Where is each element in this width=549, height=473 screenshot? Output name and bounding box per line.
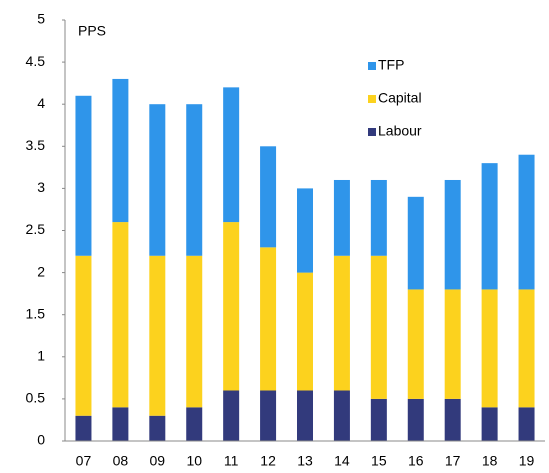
x-tick-label: 08	[113, 453, 129, 469]
bar-segment	[112, 78, 129, 223]
y-tick-label: 0	[37, 432, 45, 448]
bar-segment	[260, 146, 277, 248]
bar-segment	[518, 289, 535, 408]
x-tick-label: 13	[297, 453, 313, 469]
x-tick-label: 09	[150, 453, 166, 469]
x-tick-label: 14	[334, 453, 350, 469]
y-tick-label: 2	[37, 263, 45, 279]
y-tick-label: 1.5	[26, 305, 46, 321]
bar-segment	[481, 289, 498, 408]
bar-segment	[75, 95, 92, 256]
bar-segment	[260, 390, 277, 441]
y-tick-label: 3.5	[26, 137, 46, 153]
bar-segment	[518, 154, 535, 290]
legend-label: Labour	[378, 123, 422, 139]
y-tick-label: 5	[37, 11, 45, 27]
bar-segment	[260, 247, 277, 391]
bar-segment	[75, 415, 92, 441]
bar-segment	[223, 390, 240, 441]
bar-segment	[444, 179, 461, 290]
bar-segment	[149, 415, 166, 441]
y-tick-label: 4.5	[26, 53, 46, 69]
x-tick-label: 17	[445, 453, 461, 469]
bar-segment	[75, 255, 92, 416]
bar-segment	[112, 222, 129, 408]
bar-segment	[407, 196, 424, 290]
x-tick-label: 10	[186, 453, 202, 469]
bar-segment	[186, 104, 203, 256]
bar-segment	[444, 398, 461, 441]
bar-segment	[481, 407, 498, 441]
bar-segment	[333, 179, 350, 256]
x-tick-label: 11	[224, 453, 239, 469]
bar-segment	[297, 188, 313, 273]
bar-segment	[149, 104, 166, 256]
legend-swatch	[368, 62, 376, 70]
bar-segment	[297, 390, 313, 441]
y-tick-label: 4	[37, 95, 45, 111]
bar-segment	[481, 163, 498, 290]
bar-segment	[407, 289, 424, 399]
legend-label: TFP	[378, 57, 404, 73]
bar-segment	[333, 390, 350, 441]
x-tick-label: 12	[260, 453, 276, 469]
bar-segment	[518, 407, 535, 441]
bar-segment	[223, 222, 240, 391]
bar-segment	[370, 255, 387, 399]
bar-segment	[112, 407, 129, 441]
x-tick-label: 18	[482, 453, 498, 469]
x-tick-label: 19	[519, 453, 535, 469]
bar-segment	[444, 289, 461, 399]
bar-segment	[186, 407, 203, 441]
y-tick-label: 2.5	[26, 221, 46, 237]
y-tick-label: 3	[37, 179, 45, 195]
y-tick-label: 1	[37, 348, 45, 364]
bar-segment	[223, 87, 240, 223]
bar-segment	[149, 255, 166, 416]
bar-segment	[407, 398, 424, 441]
y-tick-label: 0.5	[26, 390, 46, 406]
x-tick-label: 16	[408, 453, 424, 469]
bar-segment	[370, 179, 387, 256]
bar-segment	[297, 272, 313, 391]
legend-label: Capital	[378, 90, 422, 106]
legend-swatch	[368, 128, 376, 136]
bar-segment	[370, 398, 387, 441]
bar-segment	[186, 255, 203, 408]
legend-swatch	[368, 95, 376, 103]
x-tick-label: 15	[371, 453, 387, 469]
y-axis-label: PPS	[78, 23, 106, 39]
x-tick-label: 07	[76, 453, 92, 469]
bar-segment	[333, 255, 350, 391]
